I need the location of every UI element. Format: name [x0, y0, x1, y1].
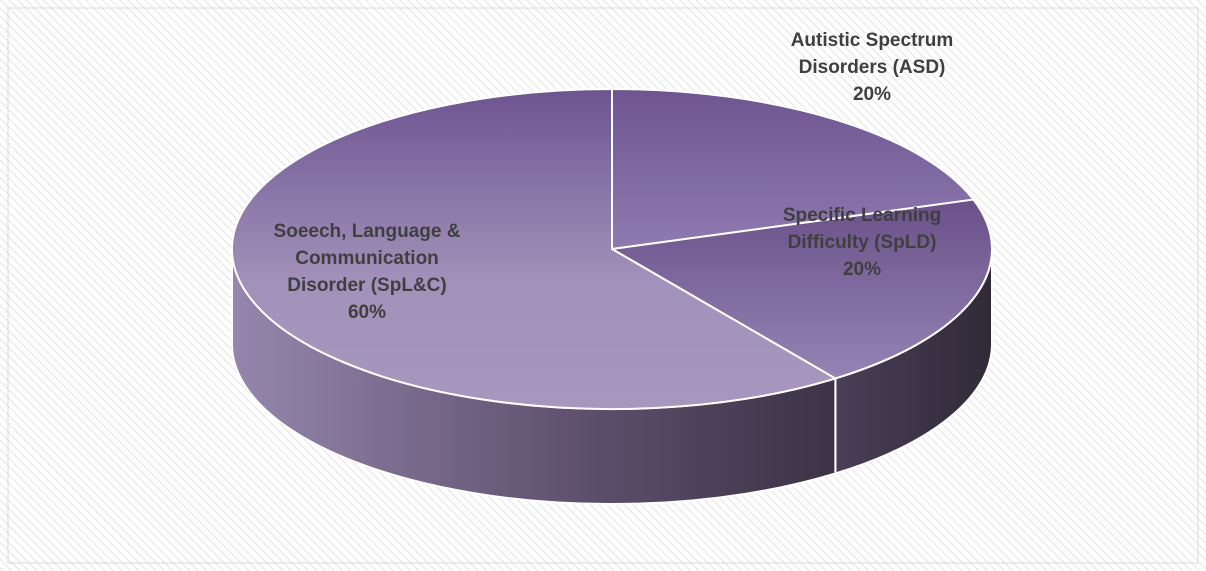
- data-label-text: Communication: [295, 248, 439, 269]
- pie-slice-0[interactable]: [611, 88, 975, 250]
- data-label-text: Specific Learning: [783, 205, 941, 226]
- data-label-text: Soeech, Language &: [274, 221, 461, 242]
- data-label-percent: 20%: [843, 259, 881, 280]
- data-label-text: Disorders (ASD): [799, 57, 946, 78]
- data-label-text: Difficulty (SpLD): [788, 232, 937, 253]
- data-label-percent: 60%: [348, 302, 386, 323]
- data-label-0: Autistic Spectrum Disorders (ASD) 20%: [791, 30, 954, 105]
- data-label-text: Disorder (SpL&C): [287, 275, 446, 296]
- data-label-2: Soeech, Language & Communication Disorder …: [274, 221, 461, 323]
- data-label-percent: 20%: [853, 84, 891, 105]
- pie-slice-1[interactable]: [611, 198, 993, 380]
- chart-border: [7, 7, 1199, 564]
- pie-slice-2[interactable]: [231, 88, 837, 410]
- data-label-1: Specific Learning Difficulty (SpLD) 20%: [783, 205, 941, 280]
- data-label-text: Autistic Spectrum: [791, 30, 954, 51]
